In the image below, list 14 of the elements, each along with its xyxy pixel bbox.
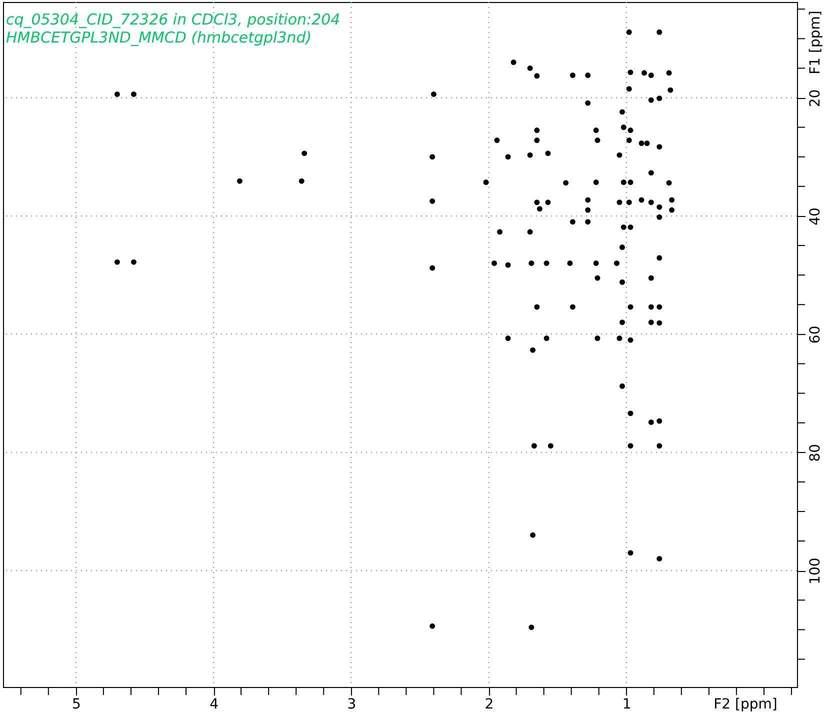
y-tick-label: 20	[808, 89, 824, 108]
text: cq_05304_CID_72326 in CDCl3, position:204	[6, 10, 340, 28]
x-axis-title: F2 [ppm]	[714, 696, 778, 712]
y-tick-label: 100	[808, 558, 824, 584]
x-tick-label: 1	[622, 696, 632, 712]
y-axis-title: F1 [ppm]	[808, 10, 824, 74]
x-tick-label: 3	[347, 696, 356, 712]
text: HMBCETGPL3ND_MMCD (hmbcetgpl3nd)	[6, 28, 312, 46]
y-tick-label: 40	[808, 208, 824, 226]
y-tick-label: 80	[808, 444, 824, 462]
x-tick-label: 2	[484, 696, 494, 712]
x-tick-label: 5	[72, 696, 81, 712]
x-tick-label: 4	[210, 696, 219, 712]
y-tick-label: 60	[808, 326, 824, 344]
